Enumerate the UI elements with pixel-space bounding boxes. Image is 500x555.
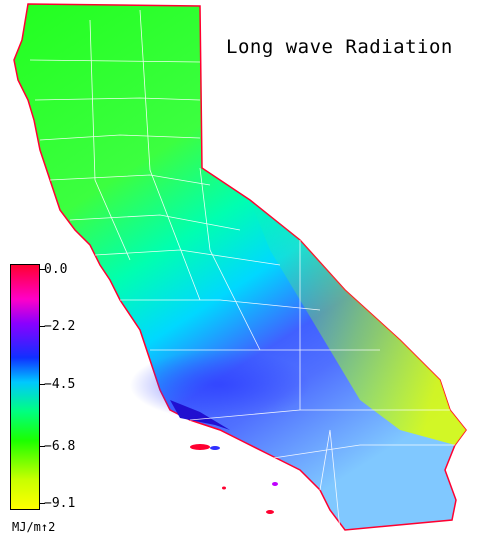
channel-islands bbox=[190, 444, 278, 514]
color-scale-bar bbox=[10, 264, 40, 510]
legend-label-2: −2.2 bbox=[44, 319, 76, 334]
legend-label-3: −4.5 bbox=[44, 377, 76, 392]
legend-tick bbox=[39, 503, 45, 504]
legend-tick bbox=[39, 326, 45, 327]
legend-tick bbox=[39, 384, 45, 385]
legend-label-4: −6.8 bbox=[44, 439, 76, 454]
legend-label-max: 0.0 bbox=[44, 262, 68, 277]
coastal-blue-region bbox=[130, 350, 310, 420]
legend-unit: MJ/m↑2 bbox=[12, 520, 56, 534]
santa-barbara-coast bbox=[170, 400, 230, 430]
map-title: Long wave Radiation bbox=[226, 36, 453, 58]
desert-yellow-overlay bbox=[250, 200, 466, 445]
legend-label-min: −9.1 bbox=[44, 496, 76, 511]
legend-tick bbox=[39, 446, 45, 447]
county-boundaries bbox=[29, 9, 455, 531]
state-shape bbox=[13, 3, 467, 531]
legend-tick bbox=[39, 269, 45, 270]
